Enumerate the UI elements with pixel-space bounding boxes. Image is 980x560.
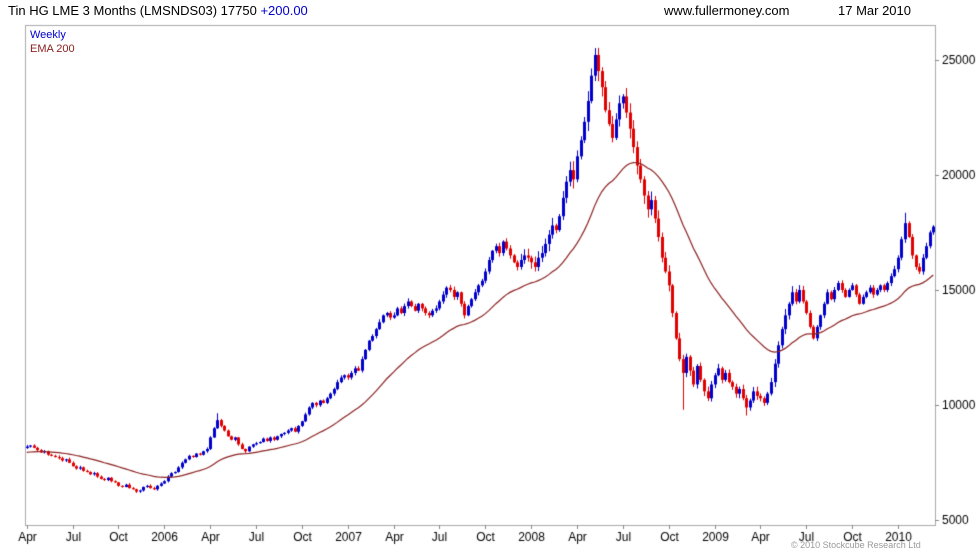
price-change: +200.00 (260, 3, 308, 18)
legend-weekly-label: Weekly (30, 29, 66, 41)
last-price: 17750 (220, 3, 257, 18)
date-label: 17 Mar 2010 (838, 3, 911, 18)
chart-title: Tin HG LME 3 Months (LMSNDS03) 17750 +20… (8, 3, 308, 18)
chart-header: Tin HG LME 3 Months (LMSNDS03) 17750 +20… (8, 3, 972, 19)
copyright-label: © 2010 Stockcube Research Ltd (791, 540, 921, 550)
legend-ema-label: EMA 200 (30, 43, 75, 55)
instrument-name: Tin HG LME 3 Months (LMSNDS03) (8, 3, 218, 18)
chart-legend: Weekly EMA 200 (30, 28, 75, 56)
website-link[interactable]: www.fullermoney.com (664, 3, 790, 18)
